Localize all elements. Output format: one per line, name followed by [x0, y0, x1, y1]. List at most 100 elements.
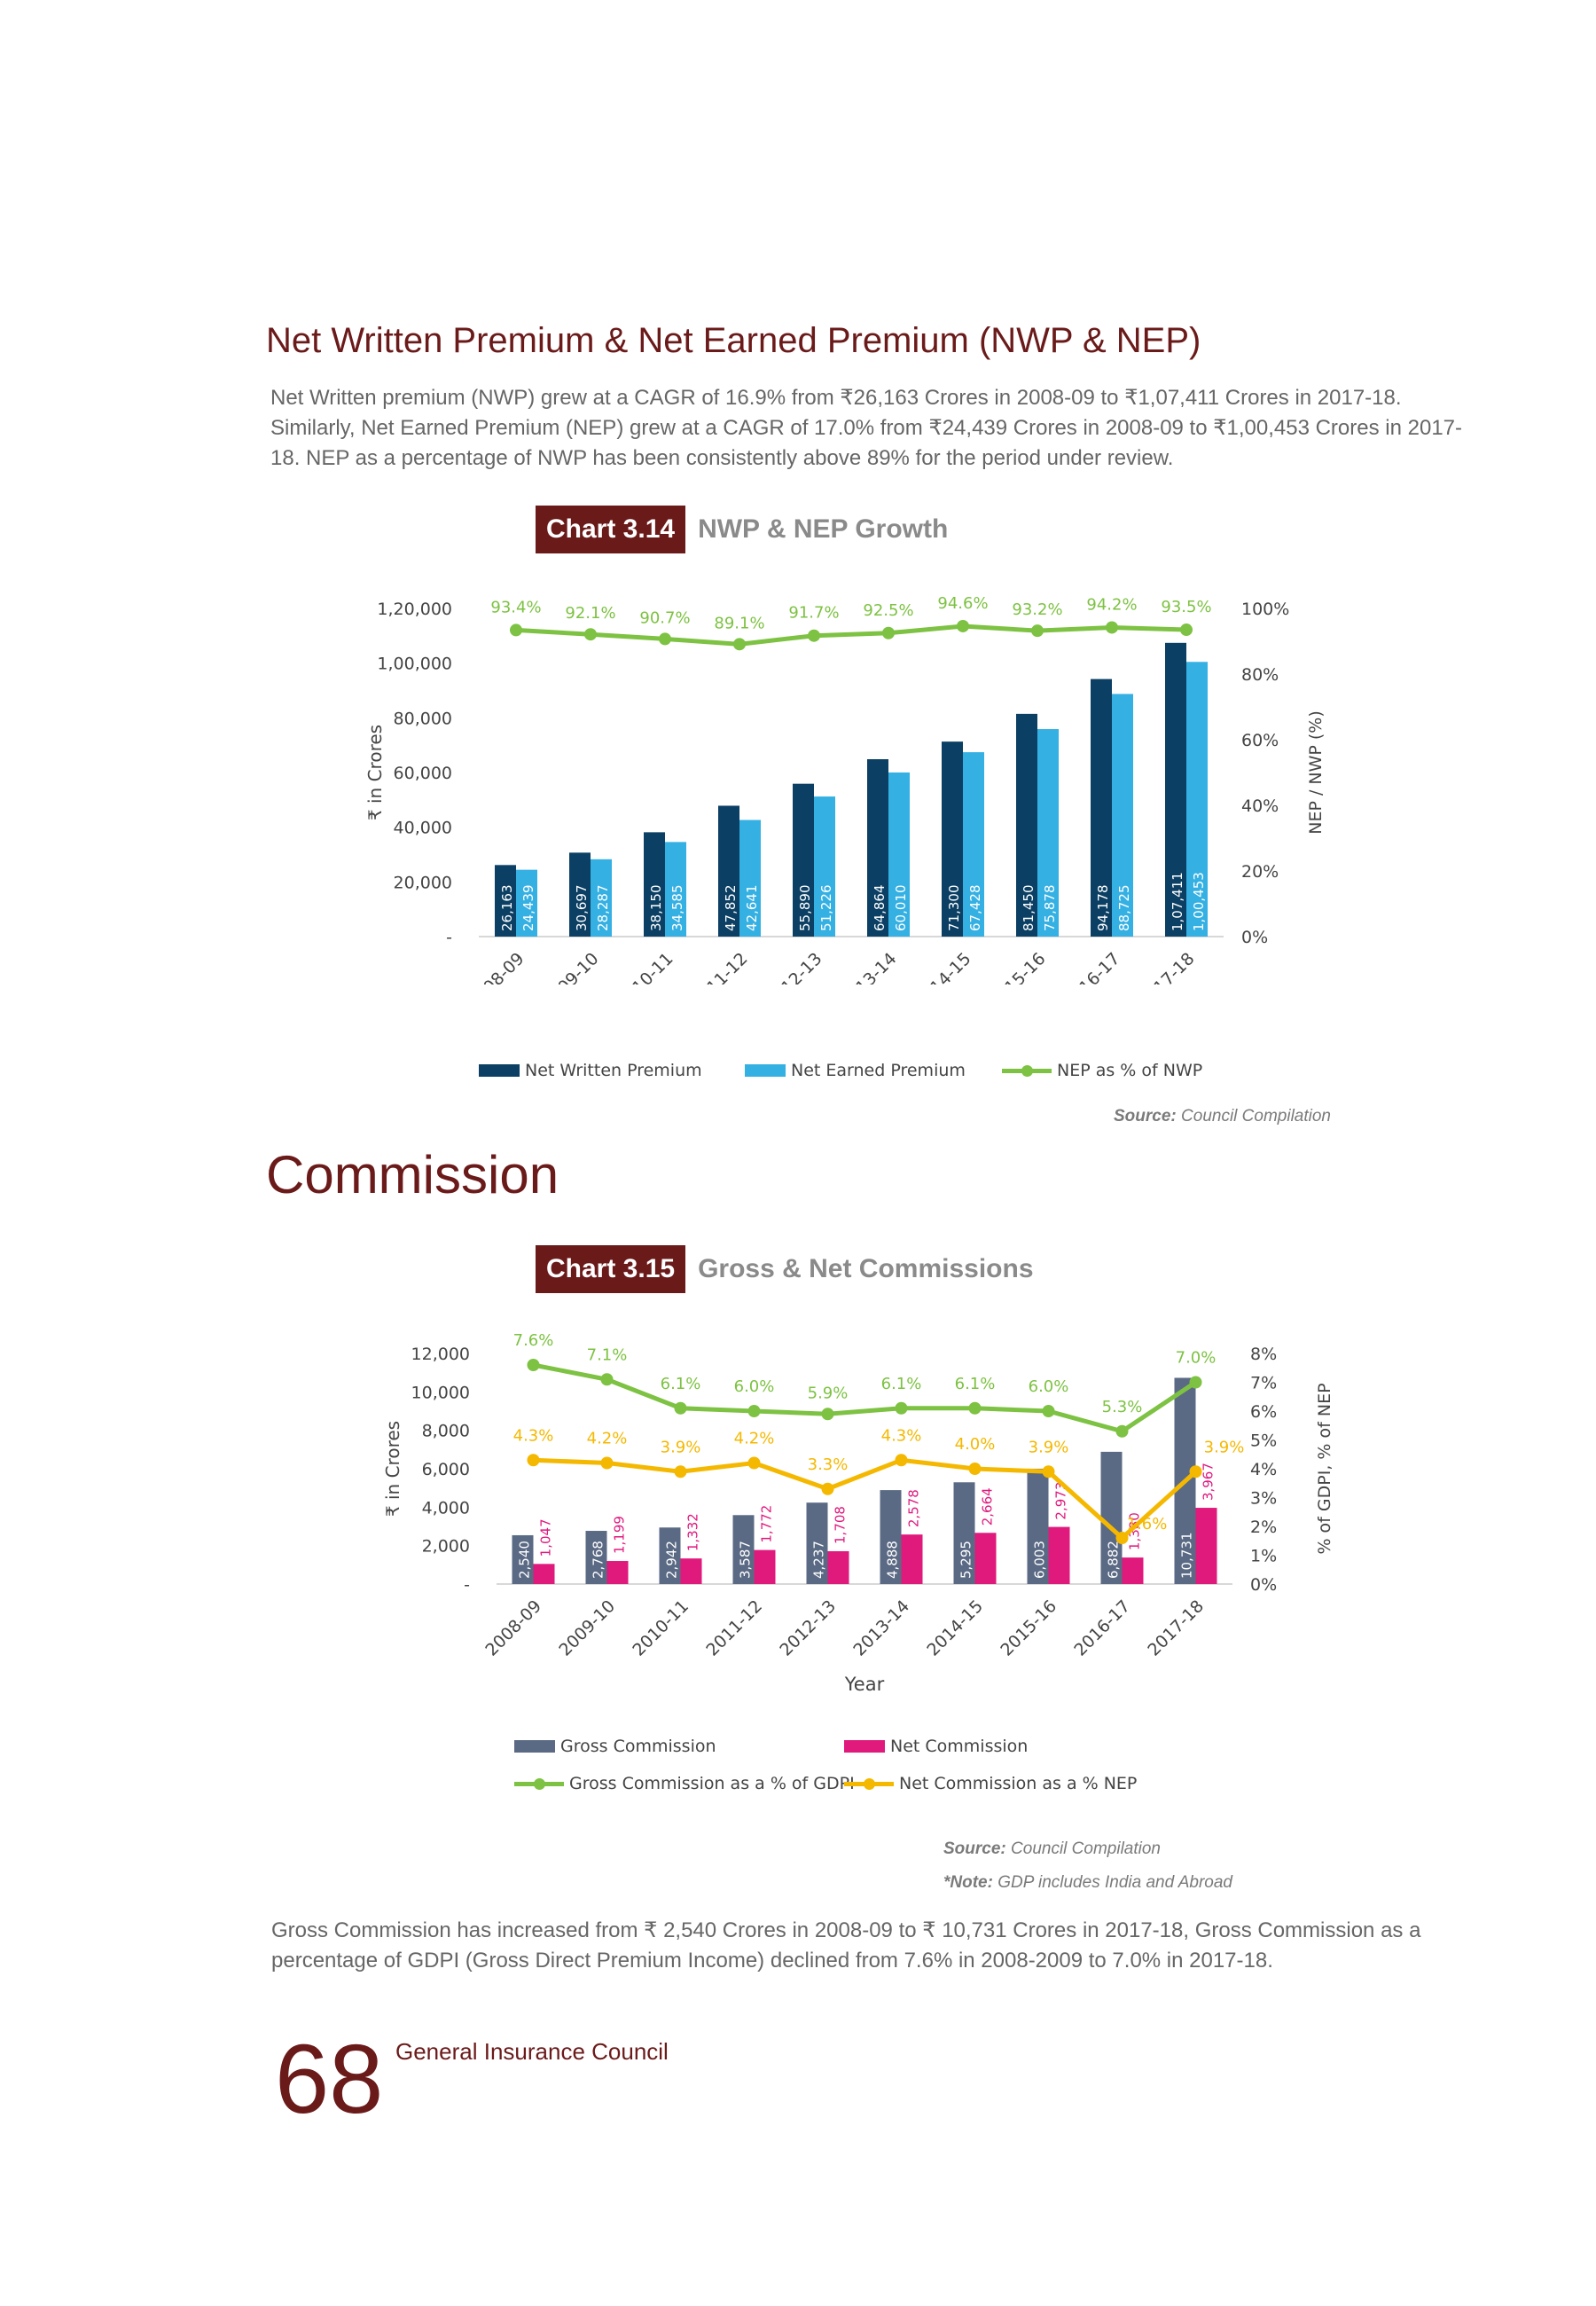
nep-value-label: 75,878	[1042, 885, 1058, 932]
nwp-value-label: 94,178	[1095, 885, 1111, 932]
nwp-bar	[1091, 678, 1112, 937]
nep-bar	[814, 796, 835, 937]
legend-label-net-commission: Net Commission	[890, 1737, 1029, 1756]
nwp-value-label: 30,697	[574, 885, 590, 932]
gross-pct-point	[747, 1405, 761, 1417]
nwp-value-label: 71,300	[946, 885, 962, 932]
x-tick-label: 2010-11	[614, 949, 677, 984]
net-pct-point	[600, 1456, 614, 1470]
legend-swatch-net-pct	[844, 1777, 894, 1790]
nep-bar	[1037, 729, 1059, 937]
section-title-commission: Commission	[266, 1145, 559, 1204]
y2-tick-label: 100%	[1241, 600, 1289, 619]
net-pct-point	[968, 1463, 982, 1475]
chart-3-15-gross-net-commissions: - 2,000 4,000 6,000 8,000 10,000 12,000 0% 1% 2% 3…	[382, 1331, 1334, 1695]
y-tick-label: 4,000	[422, 1498, 470, 1518]
x-tick-label: 2015-16	[986, 949, 1050, 984]
gross-pct-value-label: 7.1%	[587, 1345, 628, 1364]
nep-ratio-value-label: 92.5%	[863, 601, 913, 620]
x-tick-label: 2012-13	[763, 949, 826, 984]
nep-value-label: 88,725	[1116, 885, 1132, 932]
gross-pct-point	[1042, 1405, 1055, 1417]
gross-commission-value-label: 2,540	[517, 1541, 533, 1579]
x-tick-label: 2014-15	[911, 949, 975, 984]
commission-paragraph: Gross Commission has increased from ₹ 2,…	[271, 1918, 1421, 1973]
nep-value-label: 28,287	[595, 885, 611, 932]
chart-3-14-header: Chart 3.14 NWP & NEP Growth	[536, 506, 948, 553]
gross-commission-bar	[1027, 1468, 1049, 1584]
nwp-value-label: 55,890	[797, 885, 813, 932]
chart-3-14-legend: Net Written Premium Net Earned Premium N…	[479, 1061, 1277, 1087]
gross-commission-bar	[512, 1534, 534, 1584]
y2-tick-label: 60%	[1241, 731, 1279, 750]
nep-ratio-value-label: 92.1%	[565, 604, 615, 623]
legend-label-gross-pct: Gross Commission as a % of GDPI	[569, 1774, 855, 1793]
nwp-value-label: 1,07,411	[1170, 872, 1185, 931]
gross-pct-value-label: 6.1%	[661, 1375, 701, 1393]
y-tick-label: 60,000	[394, 764, 452, 783]
x-tick-label: 2017-18	[1135, 949, 1199, 984]
nep-ratio-value-label: 94.2%	[1086, 595, 1137, 614]
legend-swatch-nwp	[479, 1064, 520, 1077]
y-axis-title: ₹ in Crores	[382, 1421, 403, 1517]
net-commission-value-label: 1,332	[685, 1513, 701, 1551]
nep-ratio-point	[882, 626, 895, 639]
gross-commission-value-label: 6,003	[1032, 1541, 1048, 1579]
nep-ratio-value-label: 93.4%	[490, 598, 541, 616]
gross-pct-value-label: 6.0%	[1029, 1377, 1069, 1396]
y2-tick-label: 2%	[1250, 1518, 1277, 1537]
net-commission-bar	[1195, 1508, 1217, 1584]
legend-label-gross-commission: Gross Commission	[560, 1737, 716, 1756]
x-tick-label: 2009-10	[539, 949, 603, 984]
x-tick-label: 2008-09	[465, 949, 528, 984]
chart-3-14-nwp-nep-growth: - 20,000 40,000 60,000 80,000 1,00,000 1,20,00…	[364, 594, 1326, 984]
y2-tick-label: 20%	[1241, 862, 1279, 882]
net-pct-value-label: 4.0%	[955, 1435, 996, 1454]
chart-3-15-badge: Chart 3.15	[536, 1245, 686, 1293]
nep-ratio-point	[1031, 624, 1044, 638]
nwp-bar	[1016, 713, 1037, 937]
x-tick-label: 2011-12	[688, 949, 752, 984]
net-pct-value-label: 4.2%	[587, 1430, 628, 1448]
y2-tick-label: 4%	[1250, 1460, 1277, 1479]
legend-swatch-net-commission	[844, 1740, 885, 1753]
gross-pct-point	[600, 1373, 614, 1386]
nwp-value-label: 38,150	[648, 885, 664, 932]
y2-tick-label: 80%	[1241, 665, 1279, 685]
net-commission-bar	[754, 1549, 776, 1584]
net-pct-point	[821, 1482, 834, 1495]
net-pct-point	[895, 1454, 908, 1467]
nwp-bar	[867, 759, 888, 937]
y-tick-label: 10,000	[411, 1383, 470, 1402]
y2-axis-title: % of GDPI, % of NEP	[1315, 1383, 1334, 1554]
nep-ratio-value-label: 94.6%	[937, 594, 988, 613]
net-commission-bar	[1122, 1557, 1144, 1584]
y-tick-label: 40,000	[394, 819, 452, 838]
nwp-value-label: 64,864	[872, 885, 888, 932]
net-pct-value-label: 3.9%	[1204, 1438, 1245, 1456]
gross-pct-point	[527, 1359, 540, 1371]
nwp-bar	[644, 832, 665, 937]
nwp-bar	[942, 741, 963, 937]
y2-tick-label: 8%	[1250, 1345, 1277, 1364]
source-label: Source:	[1114, 1107, 1177, 1126]
legend-label-nep: Net Earned Premium	[791, 1061, 966, 1080]
chart-3-15-header: Chart 3.15 Gross & Net Commissions	[536, 1245, 1034, 1293]
y2-tick-label: 7%	[1250, 1374, 1277, 1393]
page-number: 68	[275, 2025, 384, 2134]
net-pct-value-label: 4.2%	[734, 1430, 775, 1448]
net-commission-bar	[974, 1533, 997, 1584]
net-pct-point	[674, 1465, 687, 1479]
nwp-bar	[718, 805, 739, 937]
chart-3-15-title: Gross & Net Commissions	[698, 1254, 1034, 1283]
nep-bar	[591, 859, 612, 937]
gross-commission-value-label: 3,587	[738, 1541, 754, 1579]
legend-label-nep-ratio: NEP as % of NWP	[1057, 1061, 1203, 1080]
gross-commission-bar	[1100, 1451, 1123, 1584]
x-tick-label: 2015-16	[997, 1596, 1060, 1660]
nep-ratio-point	[1106, 621, 1118, 634]
nep-bar	[963, 752, 984, 937]
legend-item-nwp: Net Written Premium	[479, 1061, 702, 1080]
x-tick-label: 2013-14	[849, 1596, 913, 1660]
nep-ratio-value-label: 91.7%	[788, 604, 839, 623]
